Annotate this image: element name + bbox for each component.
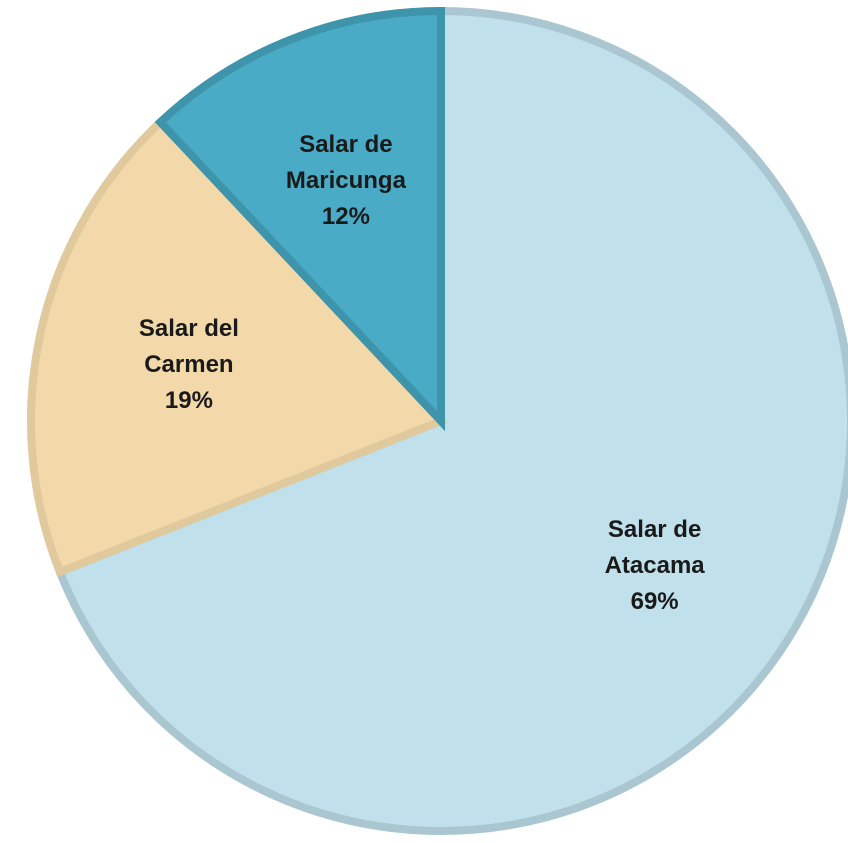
slice-label: Salar de Maricunga 12% [276, 127, 416, 235]
pie-slice [154, 6, 445, 432]
slice-label: Salar de Atacama 69% [585, 512, 725, 620]
slice-percent: 69% [630, 588, 679, 616]
slice-percent: 19% [164, 386, 213, 414]
slice-label: Salar del Carmen 19% [119, 311, 259, 419]
slice-name: Salar de Atacama [604, 516, 705, 580]
slice-name: Salar del Carmen [138, 314, 239, 378]
pie-slice [54, 6, 848, 835]
slice-name: Salar de Maricunga [285, 130, 406, 194]
pie-slice [27, 116, 448, 578]
slice-percent: 12% [321, 202, 370, 230]
